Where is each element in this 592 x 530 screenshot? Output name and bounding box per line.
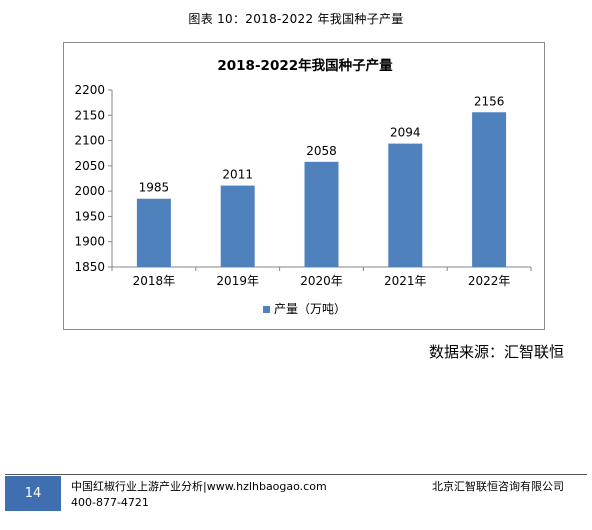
y-tick-label: 2050	[74, 159, 105, 173]
y-tick-label: 1850	[74, 260, 105, 274]
bar	[388, 143, 423, 267]
footer-company: 北京汇智联恒咨询有限公司	[432, 480, 564, 493]
y-tick-label: 1950	[74, 209, 105, 223]
data-label: 2156	[474, 94, 505, 108]
x-tick-label: 2019年	[216, 274, 259, 288]
footer-divider	[5, 474, 587, 475]
footer-phone: 400-877-4721	[71, 496, 149, 509]
y-tick-label: 2100	[74, 134, 105, 148]
page-number: 14	[24, 486, 42, 501]
chart-title: 2018-2022年我国种子产量	[217, 57, 393, 74]
y-tick-label: 2200	[74, 83, 105, 97]
x-tick-label: 2020年	[300, 274, 343, 288]
chart-frame: 2018-2022年我国种子产量 1850 1900 1950 2000 2050 210…	[63, 42, 545, 330]
chart-bars	[136, 112, 507, 267]
footer-left: 中国红椒行业上游产业分析|www.hzlhbaogao.com 400-877-…	[71, 479, 327, 511]
source-note: 数据来源：汇智联恒	[428, 343, 564, 361]
bar	[220, 185, 255, 267]
y-tick-label: 2150	[74, 108, 105, 122]
data-label: 2058	[306, 144, 337, 158]
bar-chart: 2018-2022年我国种子产量 1850 1900 1950 2000 2050 210…	[74, 57, 532, 316]
bar	[136, 198, 171, 267]
y-tick-label: 1900	[74, 235, 105, 249]
data-label: 2011	[222, 168, 253, 182]
chart-legend: 产量（万吨）	[263, 302, 346, 316]
bar	[472, 112, 507, 267]
chart-data-labels: 1985 2011 2058 2094 2156	[139, 94, 505, 194]
bar	[304, 161, 339, 267]
figure-caption: 图表 10：2018-2022 年我国种子产量	[188, 12, 404, 26]
x-tick-label: 2021年	[384, 274, 427, 288]
page-number-badge: 14	[5, 476, 61, 511]
legend-label: 产量（万吨）	[274, 302, 346, 316]
x-tick-label: 2022年	[468, 274, 511, 288]
x-tick-label: 2018年	[133, 274, 176, 288]
data-label: 1985	[139, 181, 170, 195]
y-tick-label: 2000	[74, 184, 105, 198]
footer-site-line: 中国红椒行业上游产业分析|www.hzlhbaogao.com	[71, 480, 327, 493]
legend-swatch	[263, 306, 270, 313]
chart-axes: 1850 1900 1950 2000 2050 2100 2150 2200 2018年 201…	[74, 83, 532, 288]
data-label: 2094	[390, 126, 421, 140]
